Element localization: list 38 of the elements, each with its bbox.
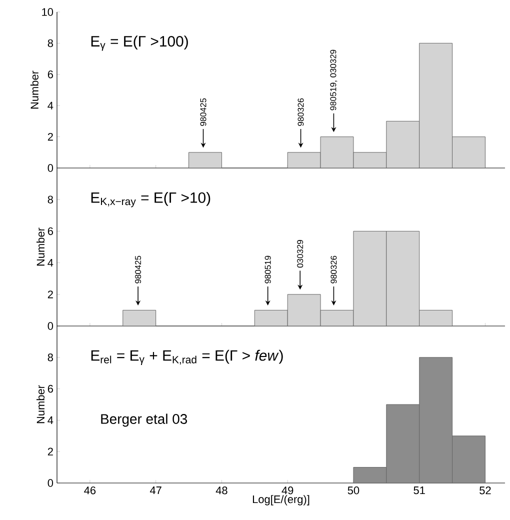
x-tick-label: 46: [84, 486, 96, 494]
annotation: 980326: [298, 98, 304, 126]
y-tick-label: 4: [48, 102, 54, 110]
y-axis-title: Number: [36, 228, 45, 266]
text: E$_{γ}$ = E(Γ >100): [91, 36, 188, 51]
y-tick-label: 2: [48, 132, 53, 141]
chart-title: E$_{rel}$ = E$_{γ}$ + E$_{K,rad}$ = E(Γ > few): [91, 350, 283, 365]
annotation: 980326: [330, 256, 337, 284]
annotation: 980425: [200, 98, 206, 126]
y-tick-label: 8: [48, 196, 53, 204]
y-tick-label: 2: [48, 290, 53, 298]
x-tick-label: 52: [480, 486, 491, 494]
annotation: 980425: [135, 256, 142, 284]
annotation: 030329: [297, 240, 304, 268]
x-tick-label: 50: [348, 486, 360, 494]
y-axis-title: Number: [36, 385, 45, 424]
text: E$_{K,x−ray}$ = E(Γ >10): [91, 192, 210, 208]
y-axis-title: Number: [30, 70, 38, 109]
y-tick-label: 6: [48, 70, 53, 78]
x-axis-title: Log[E/(erg)]: [252, 495, 310, 506]
y-tick-label: 0: [48, 322, 54, 330]
y-tick-label: 6: [48, 227, 53, 236]
y-tick-label: 0: [48, 479, 54, 487]
annotation: Berger etal 03: [101, 414, 188, 427]
x-tick-label: 47: [150, 486, 162, 494]
x-tick-label: 51: [414, 486, 425, 494]
y-tick-label: 8: [48, 39, 53, 48]
annotation: 980519: [264, 256, 271, 284]
y-tick-label: 4: [48, 416, 54, 424]
y-tick-label: 8: [48, 354, 53, 362]
annotation: 980519, 030329: [330, 50, 338, 110]
y-tick-label: 6: [48, 384, 53, 393]
x-tick-label: 48: [216, 486, 228, 494]
x-tick-label: 49: [282, 486, 294, 494]
y-tick-label: 10: [42, 8, 54, 16]
y-tick-label: 0: [48, 164, 54, 172]
y-tick-label: 2: [48, 448, 53, 456]
y-tick-label: 4: [48, 259, 54, 267]
